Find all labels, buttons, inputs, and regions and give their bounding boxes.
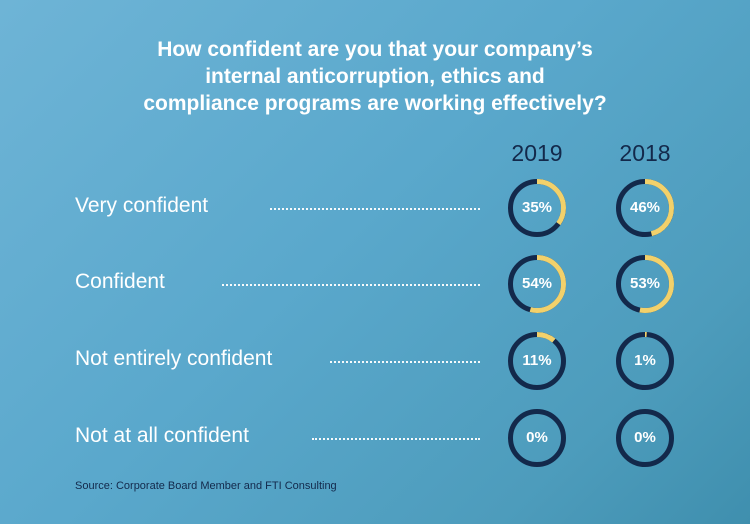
- donut-value-arc: [508, 255, 566, 313]
- donut-ring-graphic: [616, 332, 674, 390]
- donut-value-label: 54%: [521, 275, 553, 292]
- donut-ring-graphic: [508, 179, 566, 237]
- donut-value-arc: [616, 332, 674, 390]
- chart-title: How confident are you that your company’…: [0, 36, 750, 117]
- donut-ring-graphic: [508, 409, 566, 467]
- donut-2018-not-entirely-confident: 1%: [614, 330, 676, 392]
- donut-2019-not-at-all-confident: 0%: [506, 407, 568, 469]
- donut-value-label: 0%: [526, 429, 548, 446]
- dotted-leader: [270, 208, 480, 210]
- donut-2019-confident: 54%: [506, 253, 568, 315]
- column-header-2018: 2018: [619, 140, 671, 166]
- donut-2019-very-confident: 35%: [506, 177, 568, 239]
- dotted-leader: [222, 284, 480, 286]
- donut-ring-graphic: [616, 179, 674, 237]
- donut-value-label: 1%: [634, 352, 656, 369]
- column-header-2019: 2019: [511, 140, 563, 166]
- donut-value-label: 0%: [634, 429, 656, 446]
- donut-value-label: 53%: [629, 275, 661, 292]
- row-label-not-entirely-confident: Not entirely confident: [75, 347, 273, 370]
- donut-track: [508, 409, 566, 467]
- donut-ring-graphic: [616, 409, 674, 467]
- donut-value-arc: [616, 179, 674, 237]
- donut-value-arc: [508, 179, 566, 237]
- donut-2018-confident: 53%: [614, 253, 676, 315]
- title-line: internal anticorruption, ethics and: [205, 65, 545, 88]
- donut-2019-not-entirely-confident: 11%: [506, 330, 568, 392]
- donut-2018-not-at-all-confident: 0%: [614, 407, 676, 469]
- donut-value-label: 35%: [521, 199, 553, 216]
- row-label-not-at-all-confident: Not at all confident: [75, 424, 249, 447]
- dotted-leader: [330, 361, 480, 363]
- donut-track: [616, 409, 674, 467]
- dotted-leader: [312, 438, 480, 440]
- donut-2018-very-confident: 46%: [614, 177, 676, 239]
- row-label-confident: Confident: [75, 270, 165, 293]
- donut-value-label: 11%: [522, 352, 552, 369]
- donut-value-arc: [508, 332, 566, 390]
- source-note: Source: Corporate Board Member and FTI C…: [75, 480, 337, 492]
- donut-value-label: 46%: [629, 199, 661, 216]
- donut-value-arc: [616, 255, 674, 313]
- donut-ring-graphic: [508, 332, 566, 390]
- donut-ring-graphic: [508, 255, 566, 313]
- donut-ring-graphic: [616, 255, 674, 313]
- title-line: How confident are you that your company’…: [157, 38, 593, 61]
- row-label-very-confident: Very confident: [75, 194, 209, 217]
- title-line: compliance programs are working effectiv…: [143, 92, 607, 115]
